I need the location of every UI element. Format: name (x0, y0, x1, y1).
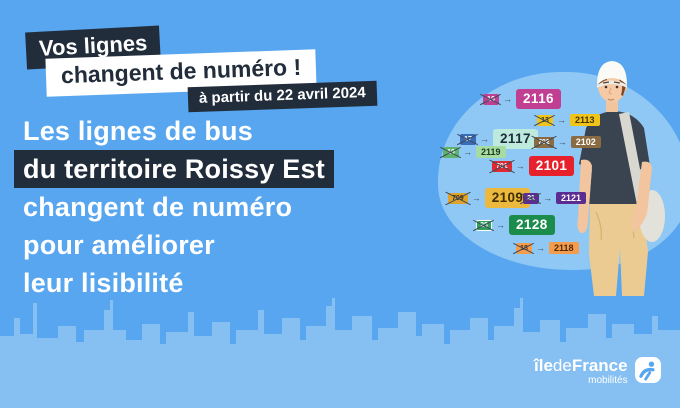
cross-out-icon (483, 94, 499, 105)
old-line-number-badge: 13 (537, 114, 553, 126)
new-line-number-badge: 2117 (493, 129, 538, 149)
arrow-icon: → (543, 193, 552, 203)
logo-subtitle: mobilités (588, 375, 628, 386)
new-line-number-badge: 2101 (528, 156, 575, 176)
line-change-row: 701 → 2101 (492, 156, 575, 176)
cross-out-icon (537, 115, 553, 126)
headline-line-2-highlight: du territoire Roissy Est (14, 150, 334, 188)
line-change-row: 13 → 2113 (537, 114, 600, 126)
headline-line-1: Les lignes de bus (23, 116, 253, 146)
old-line-number-badge: 701 (492, 160, 512, 172)
line-change-row: 709 → 2109 (448, 188, 531, 208)
city-skyline-silhouette (0, 298, 680, 408)
cross-out-icon (476, 220, 492, 231)
new-line-number-badge: 2118 (549, 242, 579, 254)
old-line-number-badge: 21 (523, 192, 539, 204)
cross-out-icon (523, 193, 539, 204)
line-change-row: 17 → 2117 (460, 129, 538, 149)
new-line-number-badge: 2128 (509, 215, 555, 235)
arrow-icon: → (471, 193, 481, 203)
logo-ile: île (534, 356, 553, 375)
arrow-icon: → (463, 147, 472, 157)
arrow-icon: → (536, 243, 545, 253)
headline-line-3: changent de numéro (23, 192, 293, 222)
old-line-number-badge: 28 (476, 219, 492, 231)
cross-out-icon (534, 137, 554, 148)
old-line-number-badge: 16 (483, 93, 499, 105)
logo-france: France (571, 356, 628, 375)
new-line-number-badge: 2102 (570, 136, 601, 148)
old-line-number-badge: 702 (534, 136, 554, 148)
cross-out-icon (492, 161, 512, 172)
arrow-icon: → (557, 115, 566, 125)
line-change-row: 18 → 2118 (516, 242, 579, 254)
old-line-number-badge: 709 (448, 192, 468, 204)
arrow-icon: → (557, 137, 567, 147)
line-change-row: 702 → 2102 (534, 136, 601, 148)
line-change-row: 28 → 2128 (476, 215, 555, 235)
person-illustration (577, 61, 665, 296)
old-line-number-badge: 19 (443, 146, 459, 158)
arrow-icon: → (503, 94, 512, 104)
cross-out-icon (460, 134, 476, 145)
old-line-number-badge: 18 (516, 242, 532, 254)
line-change-row: 21 → 2121 (523, 192, 587, 204)
new-line-number-badge: 2116 (516, 89, 561, 109)
cross-out-icon (516, 243, 532, 254)
new-line-number-badge: 2113 (570, 114, 600, 126)
new-line-number-badge: 2121 (556, 192, 587, 204)
arrow-icon: → (515, 161, 525, 171)
cross-out-icon (448, 193, 468, 204)
cross-out-icon (443, 147, 459, 158)
line-change-row: 16 → 2116 (483, 89, 561, 109)
idfm-pictogram-icon (634, 357, 661, 383)
headline-line-5: leur lisibilité (23, 268, 184, 298)
arrow-icon: → (480, 134, 489, 144)
new-line-number-badge: 2119 (476, 146, 506, 158)
arrow-icon: → (496, 220, 505, 230)
logo-de: de (552, 356, 572, 375)
line-change-row: 19 → 2119 (443, 146, 506, 158)
old-line-number-badge: 17 (460, 133, 476, 145)
main-headline: Les lignes de bus du territoire Roissy E… (14, 112, 334, 302)
headline-line-4: pour améliorer (23, 230, 215, 260)
idfm-logo-text: îledeFrance mobilités (534, 357, 628, 386)
idfm-logo: îledeFrance mobilités (534, 357, 661, 386)
